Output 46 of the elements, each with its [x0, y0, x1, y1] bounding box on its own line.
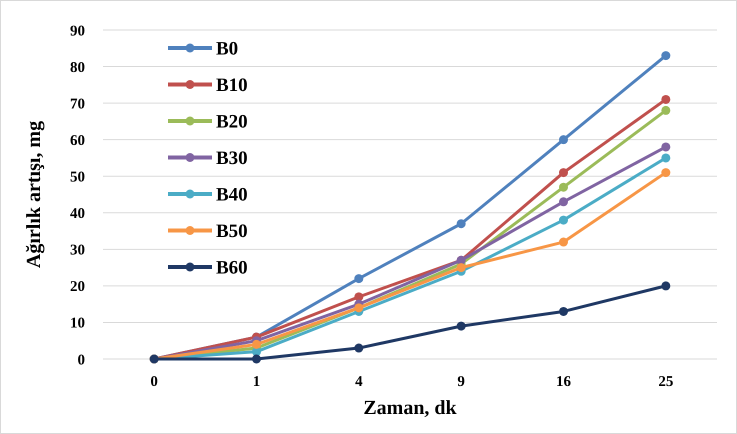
y-tick-label: 40	[70, 206, 85, 222]
x-tick-label: 0	[150, 374, 158, 390]
x-tick-label: 1	[252, 374, 260, 390]
point	[252, 340, 261, 349]
legend-label: B60	[216, 258, 248, 279]
point	[559, 238, 568, 247]
point	[661, 168, 670, 178]
x-tick-label: 9	[457, 374, 465, 390]
point	[559, 135, 568, 144]
y-tick-label: 50	[70, 169, 85, 186]
point	[559, 216, 568, 225]
x-axis-title: Zaman, dk	[363, 397, 458, 419]
legend-label: B30	[216, 148, 248, 170]
y-tick-label: 20	[70, 279, 85, 296]
point	[456, 219, 466, 228]
y-tick-label: 10	[70, 316, 85, 332]
y-tick-label: 0	[78, 352, 85, 368]
legend-label: B20	[216, 112, 248, 133]
y-tick-label: 90	[70, 23, 85, 40]
point	[559, 306, 568, 316]
point	[559, 197, 568, 206]
y-tick-label: 80	[70, 60, 85, 76]
point	[661, 106, 670, 115]
x-tick-label: 16	[556, 374, 572, 390]
x-tick-label: 4	[355, 374, 364, 390]
point	[252, 354, 261, 364]
x-tick-label: 25	[658, 374, 674, 390]
y-axis-title: Ağırlık artışı, mg	[23, 120, 45, 268]
point	[456, 322, 466, 331]
y-tick-label: 30	[70, 242, 85, 259]
y-tick-label: 60	[70, 132, 85, 149]
legend-label: B0	[216, 38, 238, 60]
legend-label: B50	[216, 221, 248, 242]
point	[661, 51, 670, 60]
point	[661, 281, 670, 290]
point	[661, 142, 670, 152]
legend-label: B40	[216, 184, 248, 206]
point	[354, 274, 364, 284]
point	[559, 182, 568, 192]
point	[559, 168, 568, 178]
legend-label: B10	[216, 75, 248, 96]
point	[354, 344, 364, 353]
y-tick-label: 70	[70, 96, 85, 112]
point	[661, 94, 670, 104]
point	[661, 153, 670, 162]
point	[456, 263, 466, 272]
